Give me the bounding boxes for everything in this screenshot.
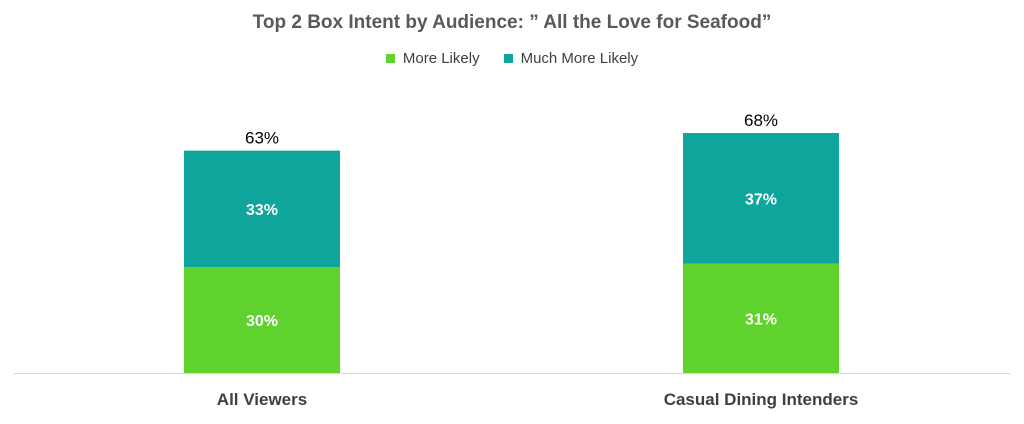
category-label-casual-dining-intenders: Casual Dining Intenders bbox=[663, 390, 859, 409]
chart-title: Top 2 Box Intent by Audience: ” All the … bbox=[252, 12, 772, 33]
bar-more-likely-1 bbox=[184, 267, 340, 373]
legend-label-much-more-likely: Much More Likely bbox=[520, 50, 639, 67]
category-label-all-viewers: All Viewers bbox=[216, 390, 308, 409]
total-label-2: 68% bbox=[744, 111, 778, 130]
data-label-more-likely-1: 30% bbox=[246, 313, 278, 330]
legend-item-more-likely: More Likely bbox=[385, 50, 480, 67]
total-label-1: 63% bbox=[245, 129, 279, 148]
legend-swatch-more-likely bbox=[385, 54, 395, 63]
legend-label-more-likely: More Likely bbox=[402, 50, 480, 67]
data-label-much-more-likely-1: 33% bbox=[246, 202, 278, 219]
legend-item-much-more-likely: Much More Likely bbox=[503, 50, 639, 67]
bar-much-more-likely-1 bbox=[184, 150, 340, 268]
bar-much-more-likely-2 bbox=[683, 133, 839, 264]
bar-more-likely-2 bbox=[683, 263, 839, 373]
data-label-more-likely-2: 31% bbox=[745, 311, 777, 328]
legend-swatch-much-more-likely bbox=[503, 54, 513, 63]
legend: More Likely Much More Likely bbox=[0, 50, 1024, 67]
data-label-much-more-likely-2: 37% bbox=[745, 191, 777, 208]
